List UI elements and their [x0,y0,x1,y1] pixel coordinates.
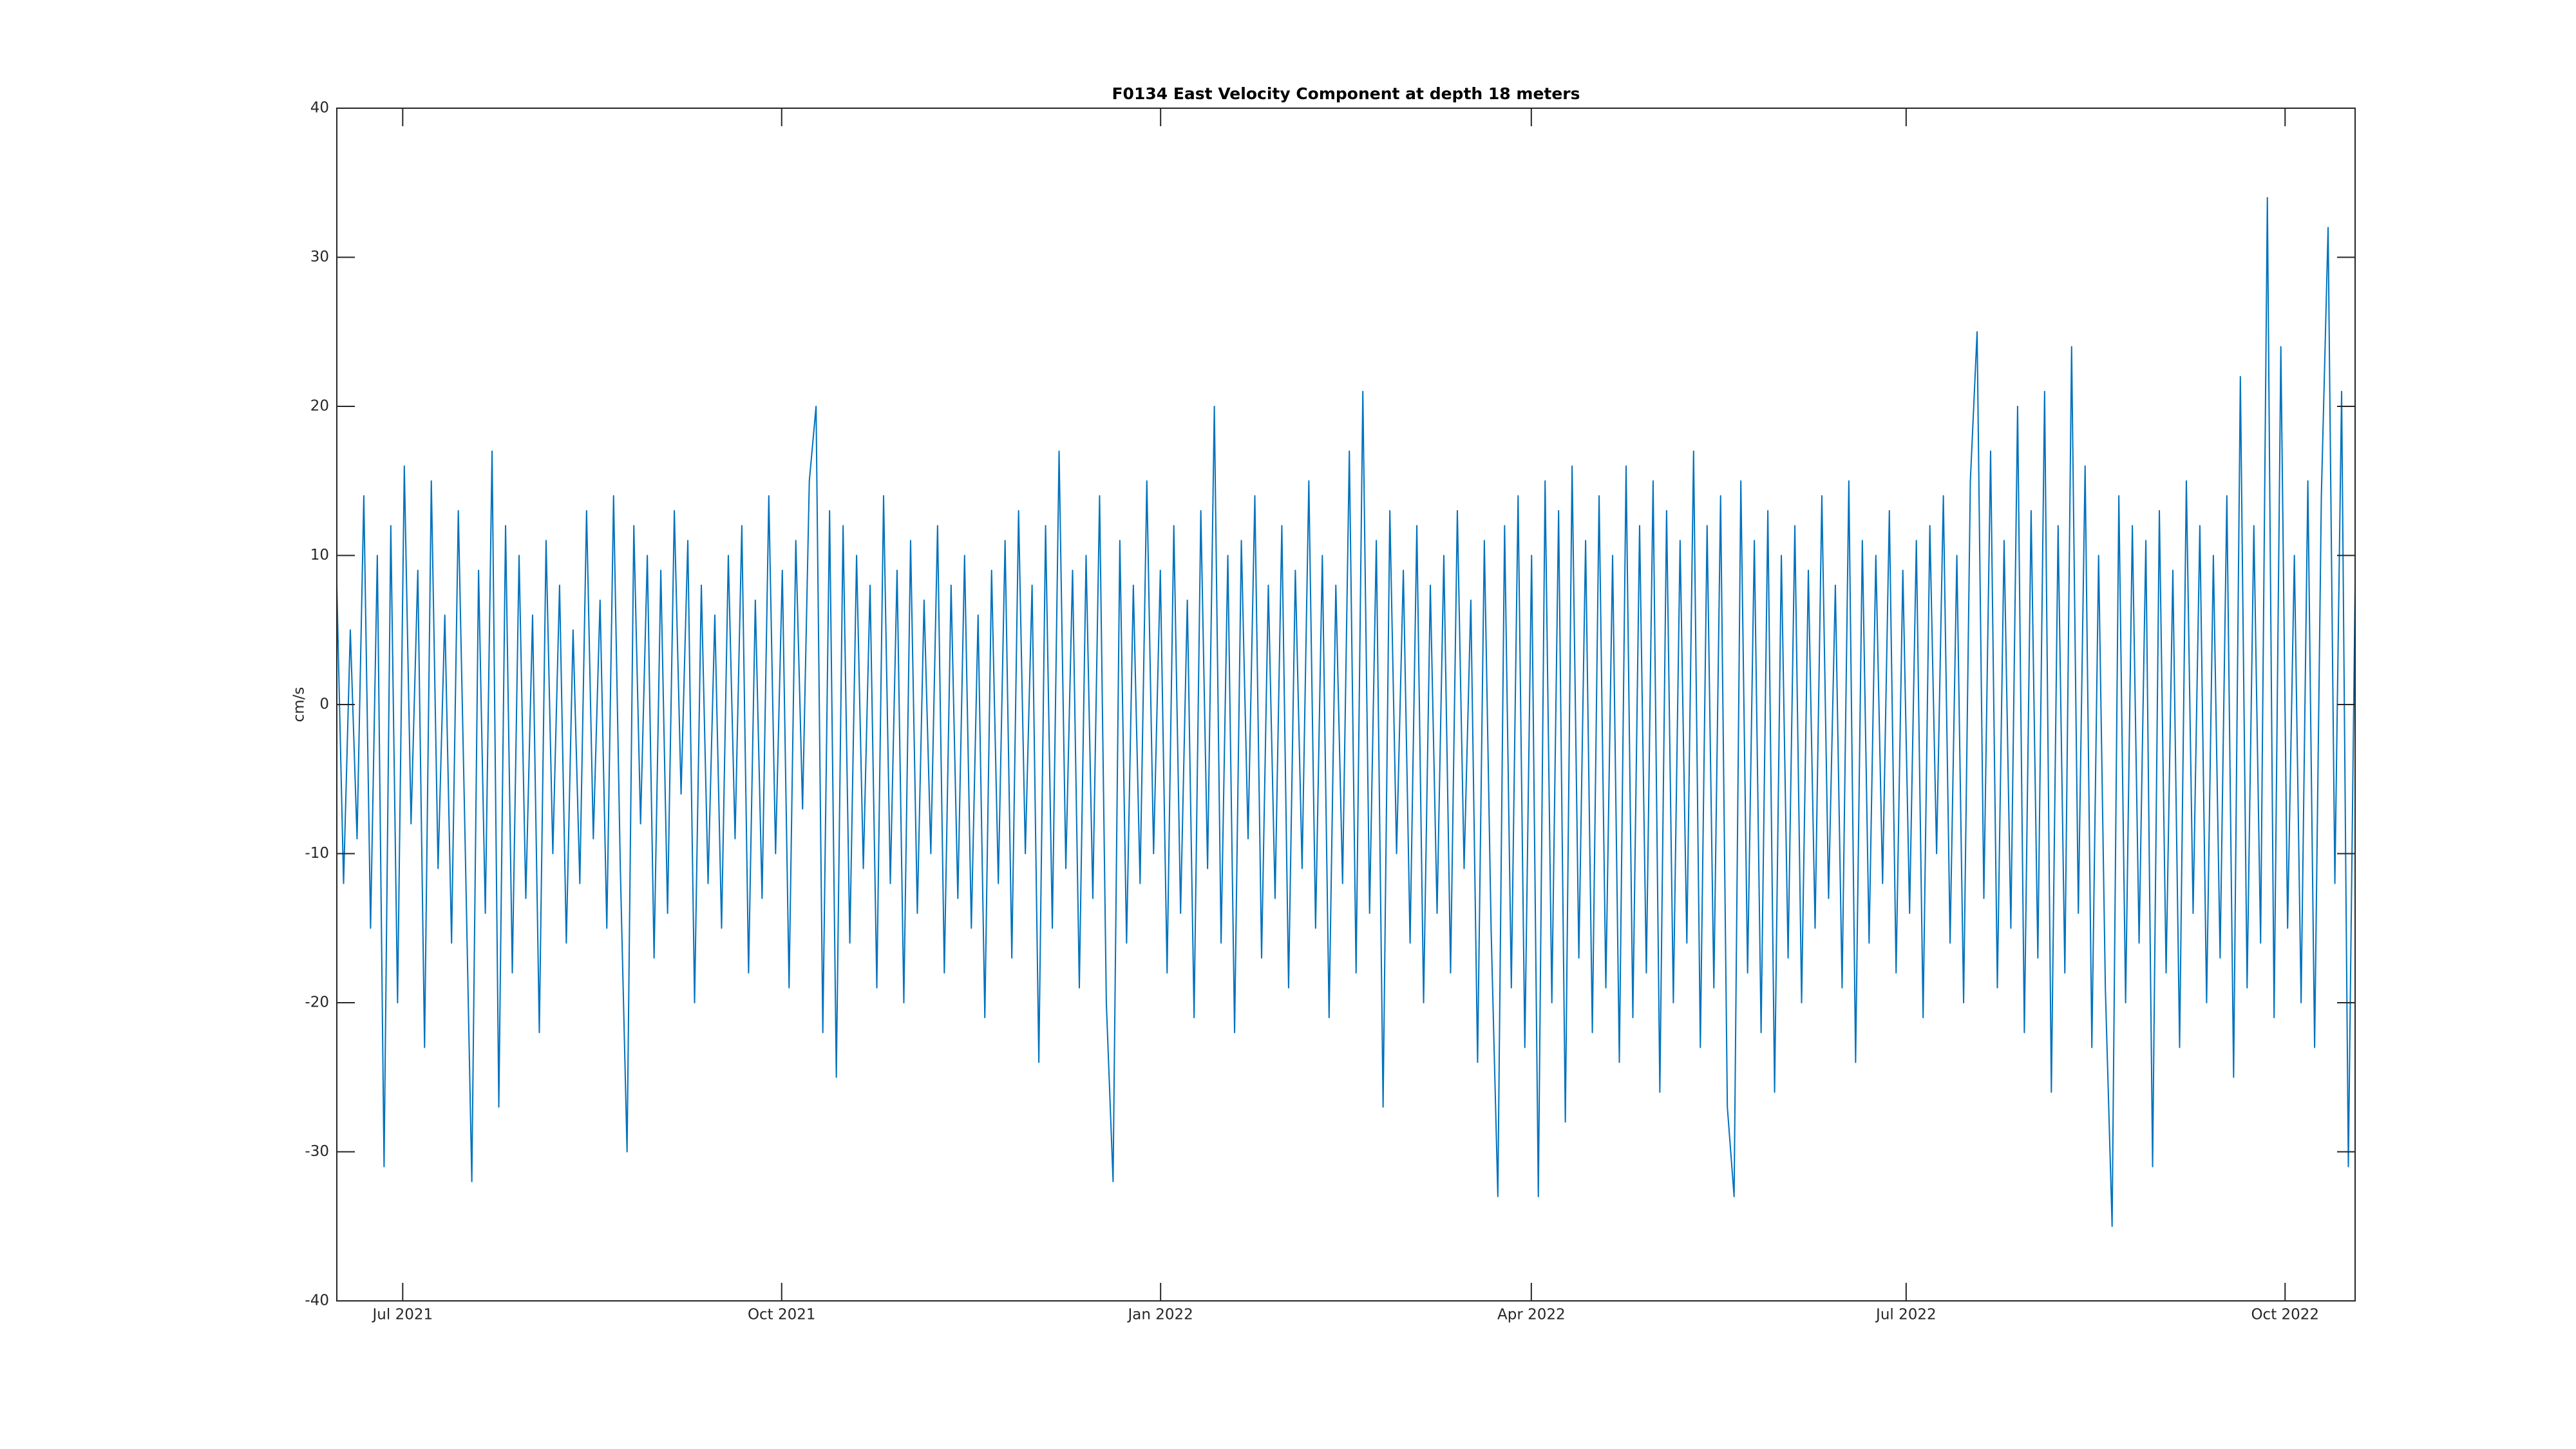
x-tick-label: Oct 2021 [748,1307,816,1323]
x-tick-label: Jan 2022 [1127,1307,1193,1323]
y-tick-label: 0 [319,696,329,713]
y-tick-label: 20 [310,398,329,415]
y-tick-label: 40 [310,100,329,117]
y-tick-label: -40 [305,1293,329,1309]
chart-title: F0134 East Velocity Component at depth 1… [1112,84,1580,103]
y-tick-label: -10 [305,845,329,862]
y-tick-label: 10 [310,547,329,564]
x-tick-label: Oct 2022 [2251,1307,2319,1323]
x-tick-label: Jul 2022 [1875,1307,1937,1323]
y-tick-label: 30 [310,249,329,265]
y-tick-label: -20 [305,994,329,1011]
x-tick-label: Jul 2021 [372,1307,433,1323]
y-axis-label: cm/s [291,687,308,723]
y-tick-label: -30 [305,1143,329,1160]
x-tick-label: Apr 2022 [1497,1307,1566,1323]
data-line [336,196,2356,1227]
